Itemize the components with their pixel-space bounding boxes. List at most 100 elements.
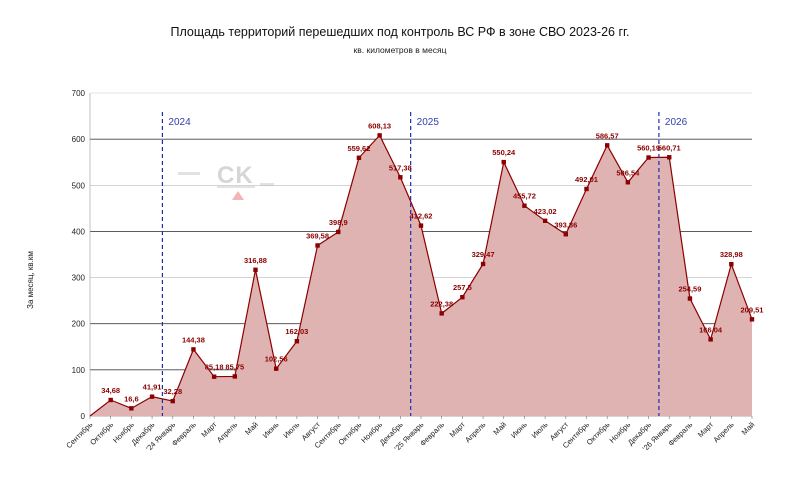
watermark-dash-right [260,183,274,186]
x-tick-label: Май [491,420,508,437]
y-tick-label: 400 [72,227,86,236]
year-marker-label: 2025 [417,117,440,128]
data-point [273,366,279,371]
data-point [253,267,258,272]
data-label: 144,38 [182,335,205,344]
data-point [439,311,444,316]
data-point [501,159,506,165]
data-label: 398,9 [329,218,348,227]
data-label: 393,86 [554,220,577,229]
x-tick-label: Май [243,420,260,437]
data-point [170,398,175,404]
data-point [584,186,589,192]
x-tick-label: Июль [530,420,550,440]
data-label: 34,68 [101,386,120,395]
data-label: 316,88 [244,256,267,265]
data-point [460,294,465,300]
y-tick-label: 200 [72,320,86,329]
y-tick-label: 100 [72,366,86,375]
watermark-triangle-icon [232,191,244,200]
area-series [89,134,753,417]
x-tick-label: Сентябрь [64,420,94,450]
data-label: 328,98 [720,250,743,259]
data-point [729,261,734,267]
watermark-dash-left [178,172,200,175]
data-points [108,133,755,411]
data-point [377,133,382,138]
data-point [315,243,320,248]
data-label: 41,91 [143,383,162,392]
data-point [604,143,610,148]
y-axis-label: За месяц, кв.км [26,251,35,309]
data-label: 586,57 [596,131,619,140]
year-markers: 2024 2025 2026 [161,112,688,416]
area-fill [90,135,752,416]
x-tick-label: Июнь [261,420,281,440]
data-label: 85,75 [225,362,244,371]
data-label: 85,18 [205,363,224,372]
watermark-logo: CK [178,162,274,200]
data-label: 209,51 [741,305,764,314]
x-tick-label: Октябрь [336,420,363,447]
data-label: 412,62 [410,212,433,221]
x-tick-label: Июнь [509,420,529,440]
data-label: 506,54 [616,168,640,177]
data-point [294,339,300,344]
data-point [522,203,527,208]
data-point [129,406,134,411]
data-label: 560,19 [637,144,660,153]
year-marker-label: 2026 [665,117,688,128]
data-point [646,155,651,160]
data-point [336,229,341,235]
data-point [542,218,548,224]
data-point [356,155,362,160]
data-point [398,175,403,180]
data-label: 517,38 [389,163,412,172]
data-label: 329,47 [472,250,495,259]
data-label: 222,38 [430,299,453,308]
data-point [749,317,755,322]
data-label: 423,02 [534,207,557,216]
y-tick-label: 700 [72,89,86,98]
x-tick-label: Апрель [463,420,487,444]
data-point [563,232,569,237]
x-tick-label: Октябрь [585,420,612,447]
x-tick-label: Июль [281,420,301,440]
data-point [708,337,713,342]
data-label: 369,58 [306,231,329,240]
data-point [480,261,486,267]
y-ticks: 0 100 200 300 400 500 600 700 [72,89,86,421]
data-label: 455,72 [513,192,536,201]
data-point [625,180,631,185]
data-label: 550,24 [492,148,516,157]
x-tick-label: Апрель [711,420,735,444]
data-point [687,296,693,301]
y-tick-label: 500 [72,181,86,190]
data-label: 559,62 [347,144,370,153]
data-point [108,397,113,403]
watermark-text: CK [217,162,254,189]
year-marker-label: 2024 [168,117,191,128]
data-label: 16,6 [124,394,139,403]
data-label: 492,01 [575,175,598,184]
y-tick-label: 0 [81,412,86,421]
data-point [211,374,217,379]
x-tick-label: Апрель [215,420,239,444]
data-point [418,223,424,228]
data-label: 254,59 [678,285,701,294]
x-tick-label: Октябрь [88,420,115,447]
data-point [149,394,155,399]
y-tick-label: 300 [72,274,86,283]
data-label: 162,03 [285,327,308,336]
data-point [232,374,238,379]
data-label: 608,13 [368,121,391,130]
data-label: 102,56 [265,355,288,364]
data-label: 166,04 [699,325,723,334]
data-point [667,155,672,160]
data-label: 257,5 [453,283,472,292]
data-label: 32,28 [163,387,182,396]
chart-title: Площадь территорий перешедших под контро… [170,25,629,39]
